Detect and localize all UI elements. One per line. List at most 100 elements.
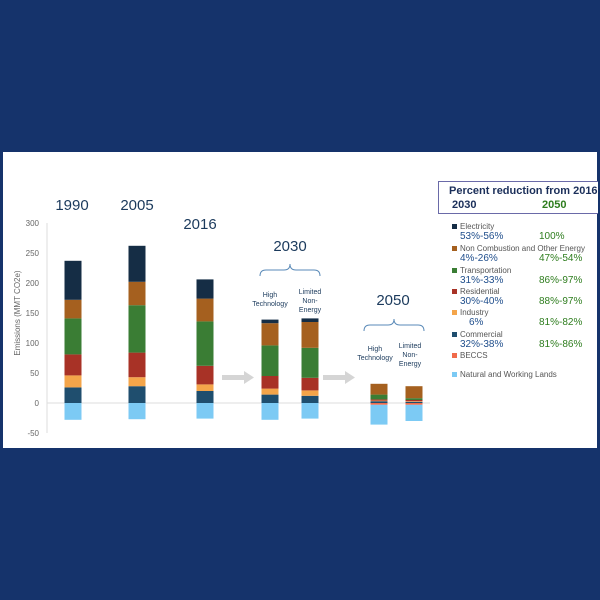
y-tick-label: 0 [35, 399, 40, 408]
bar-segment-electricity [64, 260, 82, 300]
legend-item: Industry [452, 308, 488, 317]
legend-item: BECCS [452, 351, 488, 360]
bar-segment-beccs [405, 403, 423, 405]
reduction-header-box: Percent reduction from 2016: 2030 2050 [438, 181, 600, 214]
bar-segment-transportation [128, 305, 146, 353]
reduction-2030: 31%-33% [460, 275, 504, 286]
bar-segment-commercial [301, 395, 319, 403]
bar-segment-transportation [301, 347, 319, 378]
legend-swatch [452, 372, 457, 378]
bar-segment-beccs [370, 403, 388, 405]
y-tick-label: 300 [26, 219, 40, 228]
scenario-label-2030-limited: Limited Non-Energy [299, 289, 322, 314]
bar-segment-non-combustion-and-other-energy [261, 323, 279, 346]
bar-segment-transportation [261, 345, 279, 376]
reduction-2050: 81%-82% [539, 317, 583, 328]
reduction-2050: 88%-97% [539, 296, 583, 307]
legend-swatch [452, 224, 457, 230]
bar-segment-transportation [196, 321, 214, 366]
bar-segment-electricity [128, 245, 146, 282]
bar-segment-non-combustion-and-other-energy [405, 386, 423, 399]
legend-label: Transportation [460, 266, 512, 275]
year-label-2050: 2050 [376, 292, 409, 309]
bar-segment-natural-and-working-lands [301, 403, 319, 419]
scenario-label-2050-limited: Limited Non-Energy [399, 343, 422, 368]
bar-segment-residential [196, 365, 214, 385]
legend-label: Commercial [460, 330, 503, 339]
legend-item: Natural and Working Lands [452, 370, 557, 379]
bar-segment-transportation [64, 318, 82, 355]
arrow-icon [222, 371, 254, 384]
y-tick-label: 250 [26, 249, 40, 258]
reduction-2030: 30%-40% [460, 296, 504, 307]
bar-segment-natural-and-working-lands [64, 403, 82, 420]
bar-segment-industry [370, 400, 388, 402]
year-label-2030: 2030 [273, 238, 306, 255]
bar-segment-non-combustion-and-other-energy [128, 281, 146, 306]
arrow-icon [323, 371, 355, 384]
bar-segment-commercial [261, 394, 279, 403]
legend-title: Percent reduction from 2016: [449, 185, 600, 197]
legend-item: Non Combustion and Other Energy [452, 244, 585, 253]
bar-segment-non-combustion-and-other-energy [64, 299, 82, 319]
bar-segment-transportation [370, 394, 388, 400]
bar-segment-non-combustion-and-other-energy [301, 322, 319, 348]
reduction-2030: 4%-26% [460, 253, 498, 264]
scenario-label-2050-high: High Technology [357, 346, 393, 362]
legend-label: Residential [460, 287, 500, 296]
y-tick-label: -50 [27, 429, 39, 438]
bar-segment-commercial [370, 401, 388, 403]
bar-segment-electricity [301, 318, 319, 322]
bar-segment-transportation [405, 398, 423, 400]
bar-segment-industry [128, 377, 146, 387]
legend-swatch [452, 289, 457, 295]
legend-item: Electricity [452, 222, 494, 231]
bar-segment-industry [196, 384, 214, 391]
bar-segment-natural-and-working-lands [370, 404, 388, 425]
legend-label: Natural and Working Lands [460, 370, 557, 379]
bar-segment-residential [261, 376, 279, 389]
y-tick-label: 200 [26, 279, 40, 288]
bar-segment-industry [261, 388, 279, 395]
reduction-2050: 81%-86% [539, 339, 583, 350]
legend-item: Commercial [452, 330, 503, 339]
bar-segment-residential [64, 354, 82, 376]
bar-segment-non-combustion-and-other-energy [370, 383, 388, 395]
legend-label: BECCS [460, 351, 488, 360]
bar-segment-residential [370, 399, 388, 401]
y-axis-label: Emissions (MMT CO2e) [13, 270, 22, 356]
bracket-2050 [363, 318, 425, 332]
reduction-2030: 6% [469, 317, 484, 328]
legend-swatch [452, 310, 457, 316]
reduction-2030: 32%-38% [460, 339, 504, 350]
legend-item: Transportation [452, 266, 511, 275]
bar-segment-natural-and-working-lands [405, 404, 423, 421]
bar-segment-electricity [196, 279, 214, 299]
bar-segment-industry [405, 401, 423, 402]
bar-segment-residential [301, 377, 319, 391]
y-tick-label: 150 [26, 309, 40, 318]
bar-segment-commercial [196, 391, 214, 403]
bar-segment-residential [405, 400, 423, 402]
bar-segment-electricity [261, 319, 279, 324]
y-tick-label: 50 [30, 369, 39, 378]
column-header-2030: 2030 [452, 199, 477, 211]
bar-segment-natural-and-working-lands [261, 403, 279, 420]
bar-segment-industry [301, 390, 319, 396]
legend-swatch [452, 268, 457, 274]
legend-label: Electricity [460, 222, 495, 231]
legend-item: Residential [452, 287, 500, 296]
legend-swatch [452, 353, 457, 359]
reduction-2050: 100% [539, 231, 565, 242]
bar-segment-commercial [64, 387, 82, 403]
y-tick-label: 100 [26, 339, 40, 348]
bar-segment-residential [128, 352, 146, 378]
bar-segment-natural-and-working-lands [196, 403, 214, 419]
column-header-2050: 2050 [542, 199, 567, 211]
year-label-2005: 2005 [120, 197, 153, 214]
year-label-2016: 2016 [183, 216, 216, 233]
scenario-label-2030-high: High Technology [252, 292, 288, 308]
bar-segment-commercial [405, 401, 423, 403]
legend-label: Industry [460, 308, 489, 317]
